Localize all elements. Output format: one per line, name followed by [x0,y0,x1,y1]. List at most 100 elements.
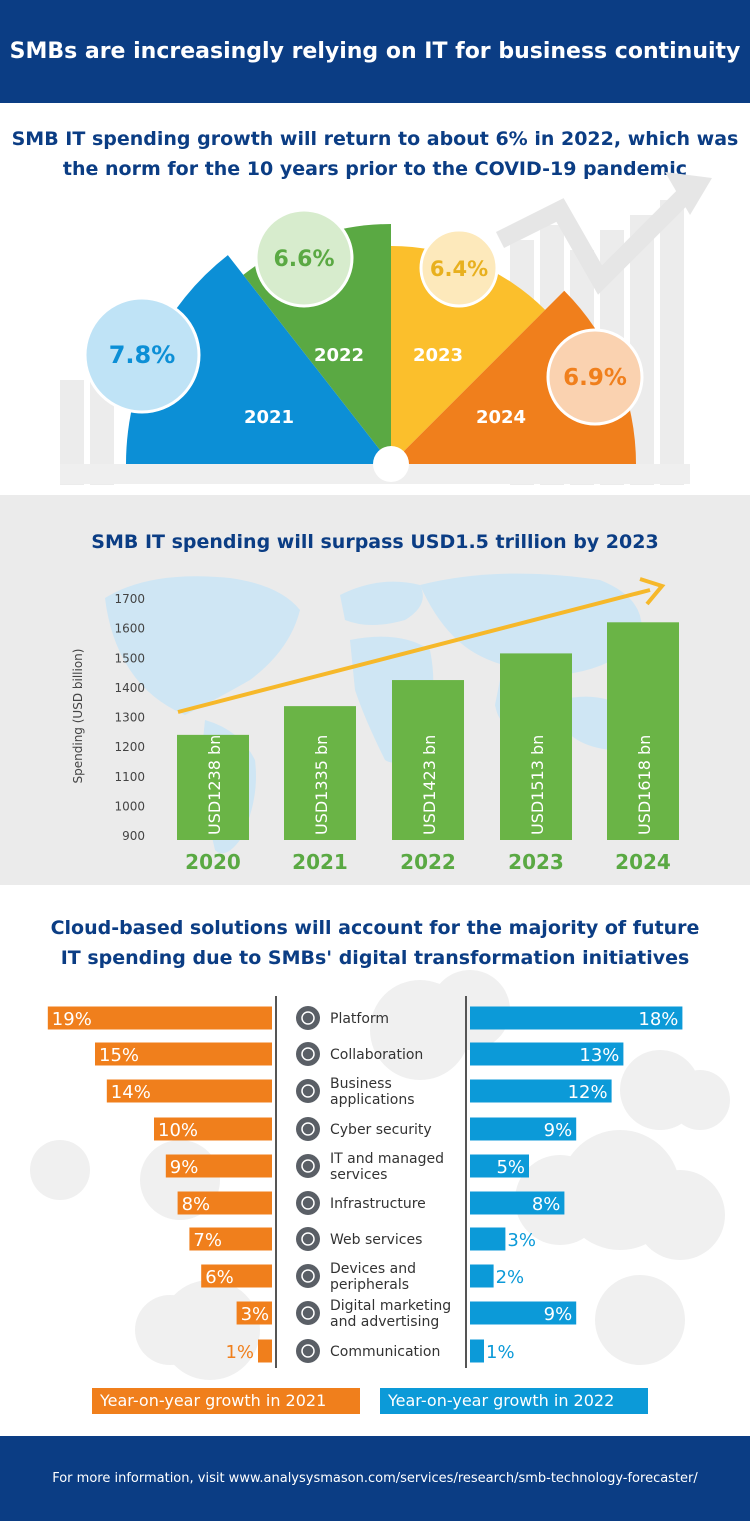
y-tick-1400: 1400 [114,681,145,695]
spending-bar-label: USD1335 bn [312,735,331,835]
y-tick-900: 900 [122,829,145,843]
y-tick-1600: 1600 [114,622,145,636]
x-tick-2022: 2022 [400,850,456,874]
map-landmass [105,576,300,715]
growth-bubble-2023 [419,228,499,308]
devices-icon-detail [301,1269,315,1283]
y-tick-1500: 1500 [114,651,145,665]
fan-base [60,464,690,484]
map-landmass [340,581,423,625]
web-services-icon-detail [301,1232,315,1246]
bar-2022-it-managed-services [470,1154,529,1178]
communication-icon-detail [301,1344,315,1358]
bar-2022-digital-marketing [470,1301,577,1325]
decor-arrow-head [665,172,712,215]
growth-heading-line2: the norm for the 10 years prior to the C… [62,158,688,180]
category-label: Communication [330,1344,440,1360]
spending-bar-label: USD1238 bn [205,735,224,835]
cloud-puff [30,1140,90,1200]
cloud-puff [635,1170,725,1260]
spending-bar-label: USD1513 bn [528,735,547,835]
bar-2021-digital-marketing [236,1301,272,1325]
bar-2022-web-services [470,1227,506,1251]
cloud-heading-line2: IT spending due to SMBs' digital transfo… [60,947,690,969]
web-services-icon [296,1227,320,1251]
spending-bar-label: USD1618 bn [635,735,654,835]
cyber-security-icon [296,1117,320,1141]
growth-heading: SMB IT spending growth will return to ab… [0,124,750,184]
bar-2021-collaboration [95,1042,272,1066]
category-label: Collaboration [330,1047,423,1063]
bar-2021-web-services [189,1227,272,1251]
legend-2021-label: Year-on-year growth in 2021 [100,1391,327,1410]
legend-2021: Year-on-year growth in 2021 [92,1388,360,1414]
bar-2022-label: 18% [638,1009,678,1030]
bar-2022-collaboration [470,1042,624,1066]
growth-bubble-2022 [254,208,354,308]
bar-2022-label: 9% [544,1304,573,1325]
y-tick-1200: 1200 [114,740,145,754]
decor-bar [660,200,684,485]
bar-2021-label: 8% [182,1194,211,1215]
bar-2022-label: 12% [568,1082,608,1103]
digital-marketing-icon [296,1301,320,1325]
footer-link-text[interactable]: For more information, visit www.analysys… [52,1471,698,1486]
page-footer: For more information, visit www.analysys… [0,1436,750,1521]
fan-year-2024: 2024 [476,407,526,428]
bar-2021-label: 3% [241,1304,270,1325]
cloud-puff [670,1070,730,1130]
category-label: Devices and [330,1261,416,1277]
growth-value-2021: 7.8% [109,341,176,369]
bar-2021-label: 6% [205,1267,234,1288]
category-label: Platform [330,1011,389,1027]
bar-2022-communication [470,1339,484,1363]
growth-heading-line1: SMB IT spending growth will return to ab… [11,128,739,150]
spending-bar-2021 [284,706,356,840]
y-tick-1300: 1300 [114,711,145,725]
fan-segment-2023 [391,246,546,464]
bar-2022-devices [470,1264,494,1288]
spending-heading: SMB IT spending will surpass USD1.5 tril… [91,531,659,553]
cloud-puff [595,1275,685,1365]
communication-icon [296,1339,320,1363]
collaboration-icon-detail [301,1047,315,1061]
category-label: IT and managed [330,1151,444,1167]
category-label: peripherals [330,1277,409,1293]
spending-bar-2023 [500,653,572,840]
category-label: Cyber security [330,1122,432,1138]
cloud-puff [135,1295,205,1365]
collaboration-icon [296,1042,320,1066]
legend-2022: Year-on-year growth in 2022 [380,1388,648,1414]
fan-segment-2021 [126,255,391,464]
growth-value-2022: 6.6% [273,247,334,272]
bar-2021-label: 14% [111,1082,151,1103]
bar-2022-label: 9% [544,1120,573,1141]
cyber-security-icon-detail [301,1122,315,1136]
growth-bubble-2024 [546,328,644,426]
bar-2021-infrastructure [177,1191,272,1215]
spending-bar-2020 [177,734,249,840]
bar-2022-label: 13% [579,1045,619,1066]
bar-2022-infrastructure [470,1191,565,1215]
devices-icon [296,1264,320,1288]
x-tick-2023: 2023 [508,850,564,874]
digital-marketing-icon-detail [301,1306,315,1320]
bar-2021-devices [201,1264,272,1288]
business-applications-icon [296,1079,320,1103]
map-landmass [420,573,642,675]
infrastructure-icon [296,1191,320,1215]
bar-2022-label: 5% [496,1157,525,1178]
y-axis-label: Spending (USD billion) [71,649,85,784]
it-managed-services-icon-detail [301,1159,315,1173]
bar-2021-business-applications [106,1079,272,1103]
page-header: SMBs are increasingly relying on IT for … [0,0,750,103]
growth-fan-chart: 2021 7.8% 2022 6.6% 2023 6.4% 2024 6.9% [60,172,712,485]
category-label: Infrastructure [330,1196,426,1212]
growth-value-2023: 6.4% [430,257,488,281]
bar-2022-label: 2% [496,1267,525,1288]
growth-diverging-chart: 19% 18% Platform 15% 13% Collaboration 14% 12% B… [30,970,730,1380]
platform-icon [296,1006,320,1030]
fan-year-2022: 2022 [314,345,364,366]
category-label: Digital marketing [330,1298,451,1314]
x-tick-2020: 2020 [185,850,241,874]
